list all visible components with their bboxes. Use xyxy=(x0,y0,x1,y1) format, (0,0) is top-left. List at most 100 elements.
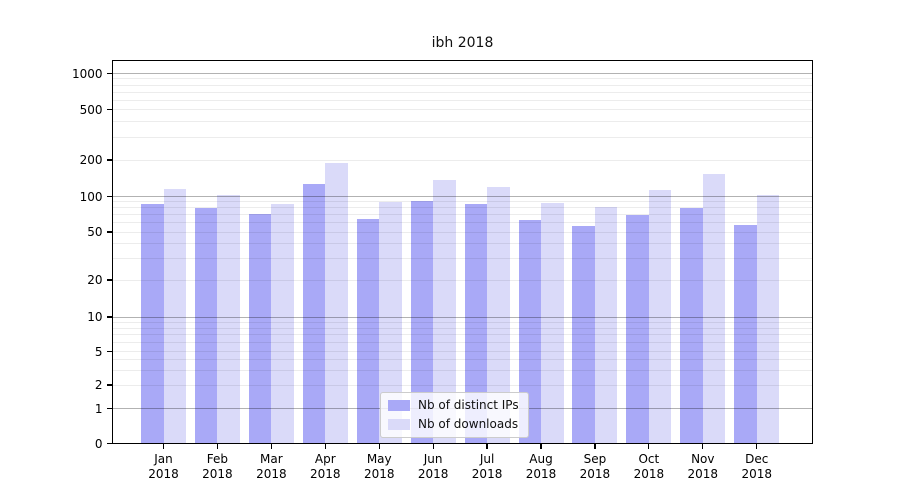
y-tick-mark xyxy=(106,442,112,445)
bar-downloads xyxy=(648,189,672,444)
x-tick-month: May xyxy=(366,451,392,466)
x-tick-mark xyxy=(432,443,434,449)
y-axis-tick-label: 0 xyxy=(94,436,103,451)
y-tick-mark xyxy=(106,384,112,386)
x-tick-mark xyxy=(216,443,219,449)
x-tick-mark xyxy=(648,443,650,449)
y-axis-tick-label: 50 xyxy=(87,225,103,239)
gridline-minor xyxy=(112,384,813,386)
y-tick-mark xyxy=(106,316,112,318)
legend-label: Nb of distinct IPs xyxy=(418,398,519,412)
legend-label: Nb of downloads xyxy=(418,417,519,431)
y-axis-tick-label: 500 xyxy=(79,102,103,117)
x-tick-month: Jun xyxy=(423,451,443,466)
gridline-minor xyxy=(112,109,813,110)
x-tick-mark xyxy=(594,443,596,449)
x-axis-tick-label: Mar 2018 xyxy=(241,452,301,482)
x-tick-month: Nov xyxy=(691,451,715,466)
x-tick-mark xyxy=(162,443,165,449)
x-tick-month: Apr xyxy=(314,451,336,466)
x-axis-tick-label: Dec 2018 xyxy=(727,452,787,482)
gridline-minor xyxy=(112,91,813,93)
x-axis-tick-label: May 2018 xyxy=(349,452,409,482)
x-tick-year: 2018 xyxy=(633,466,665,481)
bar-downloads xyxy=(217,195,240,444)
plot-area xyxy=(112,60,813,444)
bar-downloads xyxy=(325,162,348,444)
gridline-minor xyxy=(112,84,813,86)
legend-item: Nb of downloads xyxy=(388,417,519,432)
x-tick-month: Mar xyxy=(260,451,283,466)
x-axis-tick-label: Feb 2018 xyxy=(187,452,247,482)
bar-downloads xyxy=(756,195,780,444)
x-tick-month: Jul xyxy=(479,451,495,466)
x-tick-mark xyxy=(756,443,758,449)
bar-downloads xyxy=(702,173,726,444)
bar-downloads xyxy=(487,187,510,444)
gridline-minor xyxy=(112,359,813,361)
x-tick-year: 2018 xyxy=(363,466,395,481)
gridline-minor xyxy=(112,369,813,371)
bar-downloads xyxy=(379,202,402,444)
gridline-minor xyxy=(112,201,813,203)
y-tick-mark xyxy=(106,279,112,281)
y-tick-mark xyxy=(106,407,112,410)
chart-title: ibh 2018 xyxy=(431,35,494,51)
y-axis-tick-label: 1000 xyxy=(71,66,103,81)
legend: Nb of distinct IPs Nb of downloads xyxy=(380,392,529,438)
x-axis-tick-label: Jan 2018 xyxy=(134,452,194,482)
x-tick-year: 2018 xyxy=(687,466,719,481)
x-tick-month: Jan xyxy=(154,451,173,466)
grid-layer xyxy=(112,60,813,444)
x-tick-year: 2018 xyxy=(310,466,341,481)
bar-distinct-ips xyxy=(356,219,380,444)
x-axis-tick-label: Sep 2018 xyxy=(565,452,625,482)
x-tick-mark xyxy=(486,443,488,449)
gridline-minor xyxy=(112,99,813,101)
y-axis-tick-label: 10 xyxy=(87,310,103,324)
bar-downloads xyxy=(163,188,186,444)
bar-distinct-ips xyxy=(464,203,488,444)
bar-distinct-ips xyxy=(248,213,272,444)
legend-swatch xyxy=(388,419,410,430)
x-tick-month: Aug xyxy=(529,451,553,466)
gridline-minor xyxy=(112,222,813,224)
x-tick-year: 2018 xyxy=(202,466,233,481)
x-tick-year: 2018 xyxy=(579,466,611,481)
x-tick-mark xyxy=(378,443,380,449)
gridline-minor xyxy=(112,78,813,80)
x-axis-tick-label: Jul 2018 xyxy=(457,452,517,482)
gridline-minor xyxy=(112,159,813,161)
x-tick-year: 2018 xyxy=(417,466,449,481)
x-tick-month: Feb xyxy=(206,451,229,466)
x-tick-month: Dec xyxy=(745,451,769,466)
gridline-minor xyxy=(112,231,813,233)
gridline-minor xyxy=(112,334,813,336)
bar-distinct-ips xyxy=(302,184,326,444)
y-axis-tick-label: 20 xyxy=(87,273,103,287)
y-tick-mark xyxy=(106,108,112,111)
x-tick-mark xyxy=(324,443,326,449)
legend-item: Nb of distinct IPs xyxy=(388,398,519,413)
axis-frame xyxy=(112,60,813,444)
gridline-minor xyxy=(112,121,813,123)
x-tick-mark xyxy=(702,443,704,449)
x-tick-month: Sep xyxy=(583,451,607,466)
gridline-major xyxy=(112,73,813,74)
y-axis-tick-label: 1 xyxy=(94,401,103,416)
bar-downloads xyxy=(541,202,564,444)
gridline-minor xyxy=(112,137,813,139)
x-tick-mark xyxy=(270,443,272,449)
x-tick-month: Oct xyxy=(638,451,660,466)
gridline-minor xyxy=(112,351,813,352)
x-tick-mark xyxy=(540,443,542,449)
bar-distinct-ips xyxy=(626,214,649,444)
bar-downloads xyxy=(433,179,456,444)
gridline-minor xyxy=(112,214,813,216)
legend-swatch xyxy=(388,400,410,411)
bar-distinct-ips xyxy=(572,225,595,444)
bar-distinct-ips xyxy=(734,224,757,444)
bar-downloads xyxy=(271,203,294,444)
x-axis-tick-label: Nov 2018 xyxy=(673,452,733,482)
bar-distinct-ips xyxy=(680,208,703,444)
